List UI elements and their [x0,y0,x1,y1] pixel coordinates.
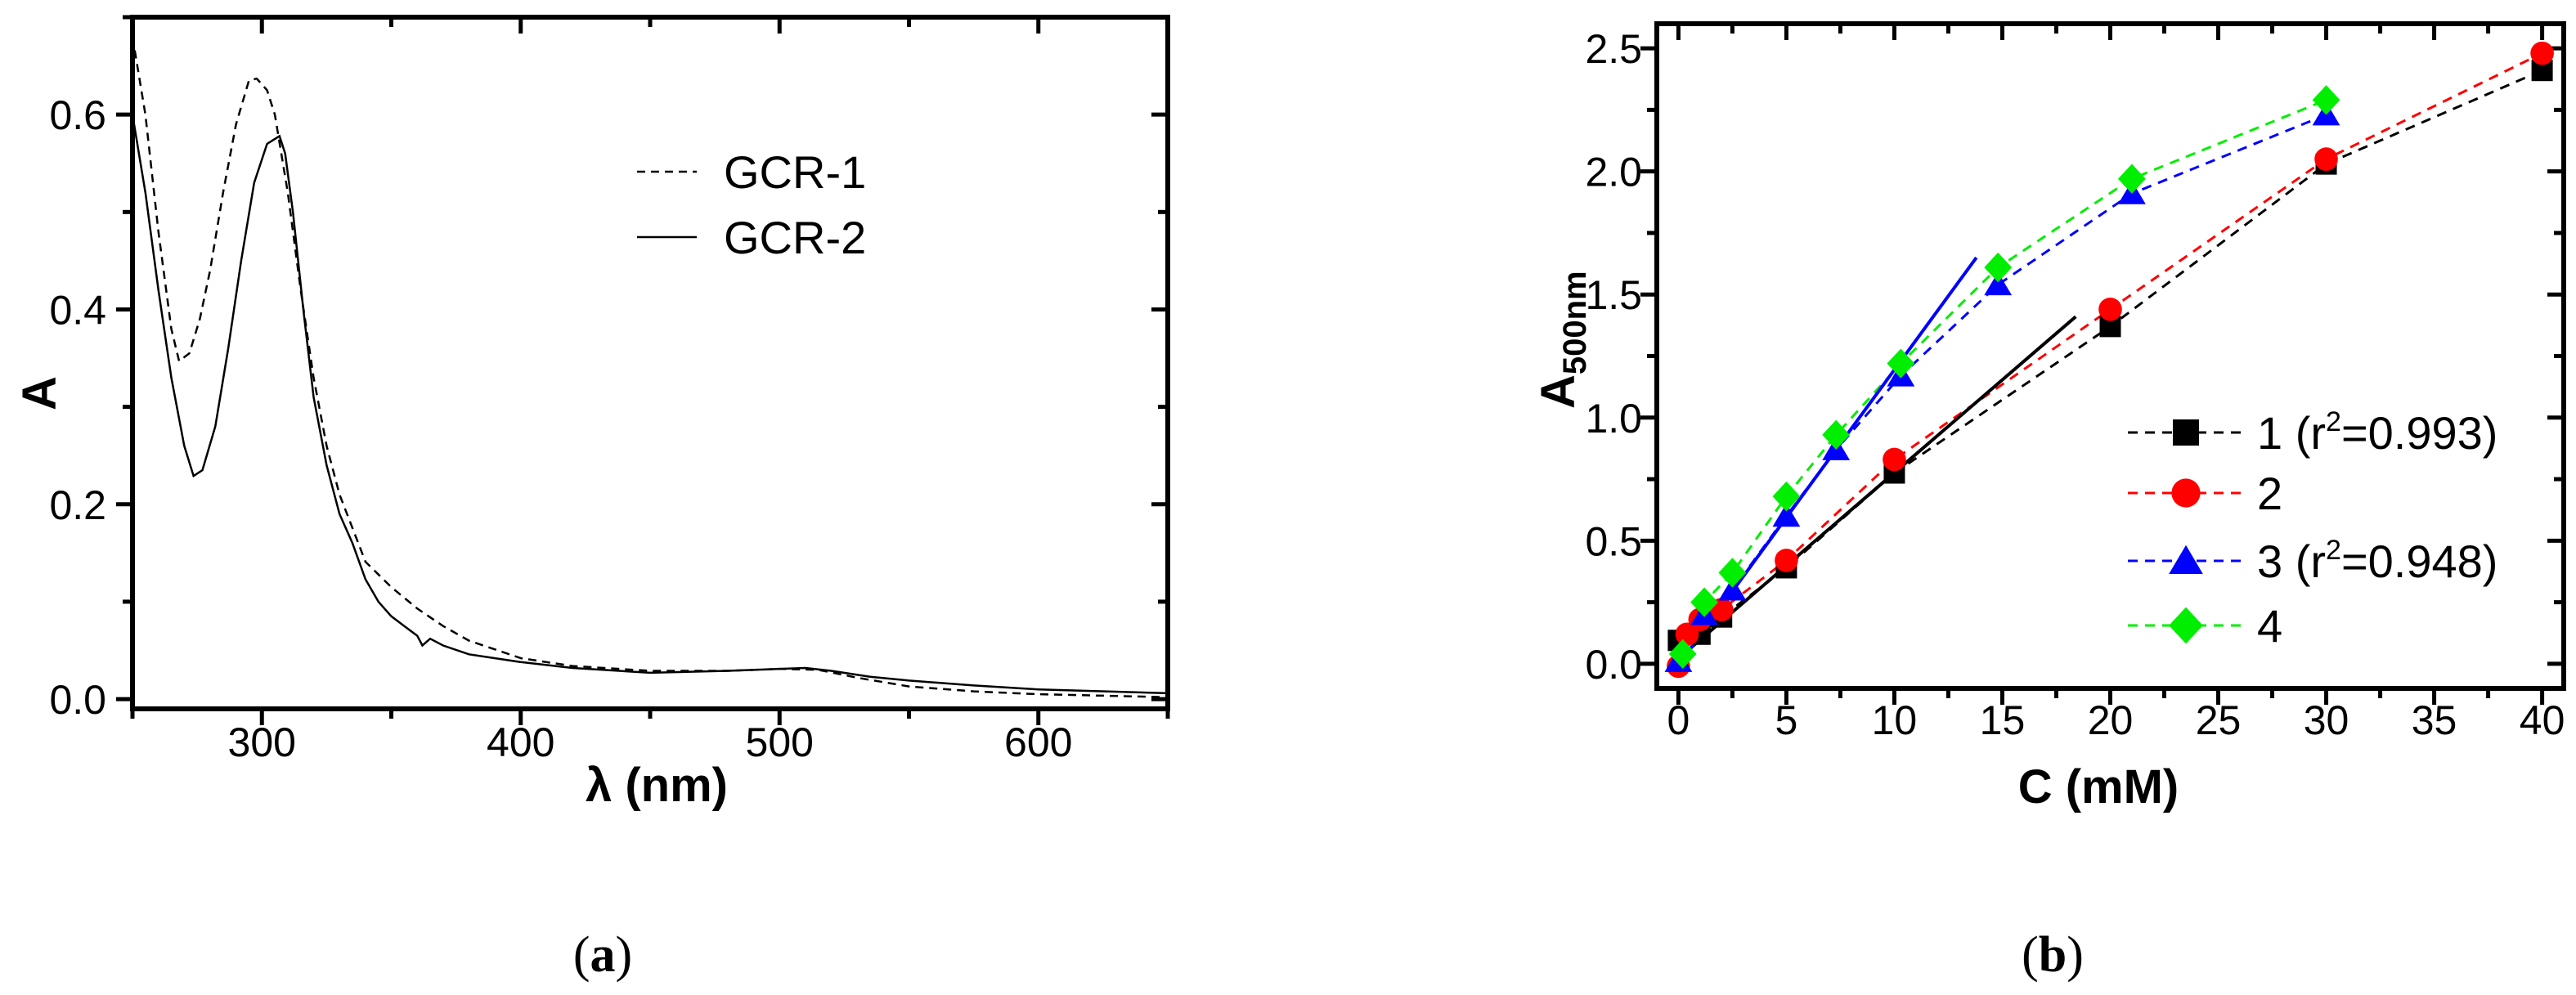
legend-r2-superscript: 2 [2326,535,2341,566]
chart-b-xlabel: C (mM) [2018,760,2179,813]
panel-label-b-open: ( [2022,927,2039,983]
panel-label-a: (a) [573,927,632,983]
legend-r2-value: =0.948) [2341,536,2498,587]
chart-b-fit-line-series-1 [1685,315,2077,653]
chart-b-x-tick-label: 15 [1980,697,2026,743]
chart-b-point-series-4 [1718,558,1747,588]
panel-label-b-letter: b [2039,927,2067,983]
chart-b-x-tick-label: 35 [2412,697,2457,743]
legend-series-name: 3 [2257,536,2282,587]
chart-b-ylabel-sub: 500nm [1557,271,1593,374]
chart-b-point-series-3 [1718,576,1747,601]
chart-b-x-tick-label: 25 [2196,697,2242,743]
chart-a-y-tick-label: 0.0 [49,677,106,723]
panel-label-a-open: ( [573,927,590,983]
chart-b-legend-marker-1 [2173,419,2199,446]
chart-b-point-series-2 [1883,447,1906,472]
chart-b-point-series-2 [2530,41,2554,65]
chart-b-x-tick-label: 5 [1775,697,1798,743]
chart-b-y-tick-label: 0.0 [1585,642,1642,688]
legend-r2-superscript: 2 [2326,406,2341,437]
chart-b-point-series-4 [2312,85,2340,115]
chart-b-series-3-line [1677,114,2327,662]
chart-b-point-series-4 [1984,252,2013,283]
chart-a-x-tick-label: 400 [487,719,554,765]
chart-a-legend-label-gcr-1: GCR-1 [724,146,866,198]
chart-a-ylabel: A [13,376,66,410]
chart-b-plot-frame [1654,21,2566,691]
chart-b-ylabel-main: A [1532,374,1585,409]
chart-a-y-tick-label: 0.2 [49,482,106,528]
chart-b-point-series-3 [1772,503,1801,527]
chart-b-point-series-2 [2098,297,2122,321]
chart-b-series-4-line [1681,98,2327,655]
chart-a-legend-label-gcr-2: GCR-2 [724,212,866,263]
chart-b-y-tick-label: 1.5 [1585,272,1642,318]
chart-b-point-series-4 [1668,639,1697,670]
chart-a-x-tick-label: 500 [746,719,814,765]
chart-b-series-1-line [1677,69,2543,642]
svg-text:A500nm: A500nm [1532,271,1593,409]
chart-a-plot-frame [130,15,1170,711]
chart-b-point-series-2 [2314,147,2338,171]
panel-label-b: (b) [2022,927,2084,983]
chart-b-point-series-4 [1690,587,1718,617]
chart-b-legend-label-2: 2 [2257,468,2282,519]
chart-b-point-series-3 [1984,271,2013,296]
chart-a-x-tick-label: 300 [228,719,296,765]
chart-b-legend-marker-3 [2169,545,2203,574]
chart-b-point-series-4 [1887,348,1915,379]
chart-b-legend-label-3: 3 (r2=0.948) [2257,535,2497,587]
chart-b-legend-marker-2 [2171,478,2201,508]
legend-series-name: 4 [2257,600,2282,652]
chart-b-point-series-4 [2118,164,2146,194]
chart-b-legend-marker-4 [2169,607,2203,644]
chart-a-x-tick-label: 600 [1004,719,1072,765]
panel-label-a-close: ) [616,927,633,983]
chart-b-point-series-2 [1775,549,1798,572]
chart-a-absorbance-spectra: λ (nm) A 300 400 500 600 0.0 0.2 0.4 0.6 GCR-1 GC… [13,15,1170,812]
chart-b-ylabel: A500nm [1532,271,1593,409]
panel-label-a-letter: a [590,927,616,983]
chart-b-y-tick-label: 0.5 [1585,518,1642,564]
chart-b-x-tick-label: 0 [1667,697,1690,743]
chart-a-series-gcr-1 [132,36,1168,698]
chart-b-x-tick-label: 40 [2520,697,2565,743]
legend-series-name: 2 [2257,468,2282,519]
chart-b-legend-label-1: 1 (r2=0.993) [2257,406,2497,459]
chart-b-point-series-4 [1772,481,1801,512]
panel-label-b-close: ) [2067,927,2084,983]
legend-r2-prefix: (r [2282,407,2326,459]
legend-r2-prefix: (r [2282,536,2326,587]
chart-b-x-tick-label: 30 [2304,697,2349,743]
chart-b-concentration: C (mM) A500nm 0 5 10 15 20 25 30 35 40 0.0 0.5 1.0 1… [1532,21,2566,813]
legend-series-name: 1 [2257,407,2282,459]
chart-b-y-tick-label: 2.0 [1585,150,1642,195]
chart-b-point-series-4 [1822,419,1851,450]
chart-a-series-gcr-2 [132,114,1168,695]
chart-a-xlabel: λ (nm) [586,759,728,812]
chart-b-x-tick-label: 20 [2088,697,2134,743]
chart-a-y-tick-label: 0.4 [49,287,106,333]
chart-a-y-tick-label: 0.6 [49,92,106,138]
chart-b-y-tick-label: 1.0 [1585,396,1642,441]
chart-b-y-tick-label: 2.5 [1585,26,1642,72]
chart-b-legend-label-4: 4 [2257,600,2282,652]
chart-b-x-tick-label: 10 [1872,697,1918,743]
legend-r2-value: =0.993) [2341,407,2498,459]
